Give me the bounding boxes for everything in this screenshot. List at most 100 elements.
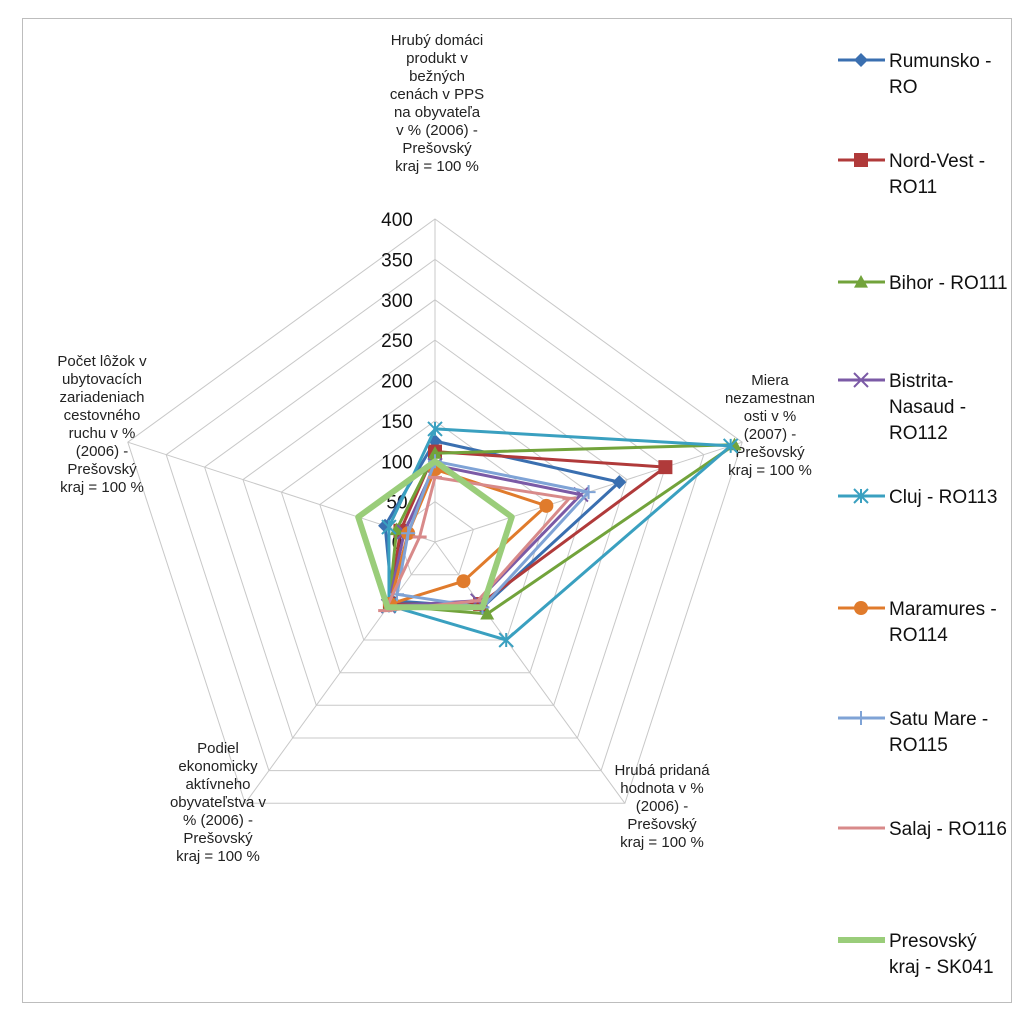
legend-label-line: RO11 [889, 177, 937, 198]
legend-label-line: Cluj - RO113 [889, 487, 997, 508]
legend-label-line: Presovský [889, 931, 977, 952]
r-tick-label: 250 [381, 331, 413, 352]
axis-label-line: (2006) - [76, 443, 129, 460]
grid-ring [165, 258, 705, 772]
legend-item: Bistrita- Nasaud - RO112 [838, 371, 966, 444]
legend-label-line: Bistrita- [889, 371, 953, 392]
axis-label-line: cestovného [64, 407, 141, 424]
axis-label-line: v % (2006) - [396, 122, 478, 139]
axis-label-line: Prešovský [402, 140, 472, 157]
axis-label-line: Podiel [197, 740, 239, 757]
axis-label: Hrubá pridaná hodnota v % (2006) -Prešovsk… [614, 762, 710, 851]
legend-item: Nord-Vest - RO11 [838, 151, 985, 198]
legend-label-line: RO [889, 77, 918, 98]
axis-label-line: Hrubý domáci [391, 32, 484, 49]
legend-label: Maramures - RO114 [889, 599, 997, 646]
axis-label: Počet lôžok v ubytovacích zariadeniach cest… [57, 353, 147, 496]
marker [381, 519, 397, 535]
legend-label: Bihor - RO111 [889, 273, 1008, 294]
chart-frame [22, 18, 1012, 1003]
axis-label-line: kraj = 100 % [176, 848, 260, 865]
legend-item: Bihor - RO111 [838, 273, 1008, 294]
legend-item: Presovský kraj - SK041 [838, 931, 994, 978]
axis-label-line: cenách v PPS [390, 86, 484, 103]
legend-label-line: RO114 [889, 625, 948, 646]
axis-label-line: ubytovacích [62, 371, 142, 388]
legend-label: Nord-Vest - RO11 [889, 151, 985, 198]
axis-label-line: obyvateľstva v [170, 794, 267, 811]
axis-label-line: aktívneho [185, 776, 250, 793]
series-line [383, 439, 621, 609]
marker [480, 606, 495, 620]
axis-label: Miera nezamestnan osti v % (2007) -Prešovsk… [725, 372, 815, 479]
legend-label-line: kraj - SK041 [889, 957, 994, 978]
series-line [395, 459, 591, 609]
marker [498, 632, 514, 648]
legend-label-line: Salaj - RO116 [889, 819, 1007, 840]
marker [854, 711, 868, 725]
legend-item: Cluj - RO113 [838, 487, 997, 508]
marker [854, 53, 868, 67]
legend-item: Maramures - RO114 [838, 599, 997, 646]
legend: Rumunsko - RO Nord-Vest - RO11 Bihor - RO111… [838, 51, 1008, 978]
grid-ring [280, 379, 590, 674]
series-line [387, 427, 733, 642]
legend-label-line: Bihor - RO111 [889, 273, 1008, 294]
axis-label-line: kraj = 100 % [620, 834, 704, 851]
grid-spoke [244, 541, 436, 804]
marker [722, 438, 739, 454]
axis-label-line: ruchu v % [69, 425, 136, 442]
r-tick-label: 200 [381, 372, 413, 393]
axis-label-line: Hrubá pridaná [614, 762, 710, 779]
legend-item: Salaj - RO116 [838, 819, 1007, 840]
axis-label: Podiel ekonomicky aktívneho obyvateľstva v%… [170, 740, 267, 865]
axis-label-line: (2007) - [744, 426, 797, 443]
axis-label-line: kraj = 100 % [60, 479, 144, 496]
r-tick-label: 150 [381, 412, 413, 433]
r-tick-label: 300 [381, 291, 413, 312]
axis-label-line: bežných [409, 68, 465, 85]
r-tick-label: 400 [381, 210, 413, 231]
axis-label-line: nezamestnan [725, 390, 815, 407]
grid-ring [319, 420, 551, 641]
axis-label-line: kraj = 100 % [395, 158, 479, 175]
legend-label: Cluj - RO113 [889, 487, 997, 508]
legend-item: Rumunsko - RO [838, 51, 991, 98]
axis-label-line: ekonomicky [178, 758, 258, 775]
legend-label: Salaj - RO116 [889, 819, 1007, 840]
legend-label: Rumunsko - RO [889, 51, 991, 98]
axis-label-line: Prešovský [735, 444, 805, 461]
grid-ring [242, 339, 628, 706]
r-tick-label: 350 [381, 250, 413, 271]
series-group [355, 421, 742, 648]
marker [853, 488, 869, 504]
axis-label: Hrubý domáci produkt v bežných cenách v PPS… [390, 32, 484, 175]
series-line [387, 463, 583, 608]
marker [427, 421, 443, 437]
legend-label: Satu Mare - RO115 [889, 709, 988, 756]
grid-ring [127, 218, 743, 804]
r-tick-label: 100 [381, 452, 413, 473]
series-line [355, 458, 515, 611]
axis-label-line: Miera [751, 372, 789, 389]
legend-label-line: Nord-Vest - [889, 151, 985, 172]
axis-label-line: produkt v [406, 50, 468, 67]
axis-label-line: Prešovský [67, 461, 137, 478]
axis-label-line: osti v % [744, 408, 797, 425]
axis-label-line: kraj = 100 % [728, 462, 812, 479]
r-tick-label: 0 [392, 533, 403, 554]
legend-label-line: Maramures - [889, 599, 997, 620]
axis-label-line: zariadeniach [59, 389, 144, 406]
axis-label-line: Prešovský [627, 816, 697, 833]
legend-label: Bistrita- Nasaud - RO112 [889, 371, 966, 444]
marker [854, 601, 868, 615]
legend-label-line: RO112 [889, 423, 948, 444]
axis-label-line: Prešovský [183, 830, 253, 847]
marker [658, 460, 673, 475]
axis-label-line: hodnota v % [620, 780, 703, 797]
legend-item: Satu Mare - RO115 [838, 709, 988, 756]
series [378, 475, 577, 613]
axis-label-line: (2006) - [636, 798, 689, 815]
axis-label-line: Počet lôžok v [57, 353, 147, 370]
